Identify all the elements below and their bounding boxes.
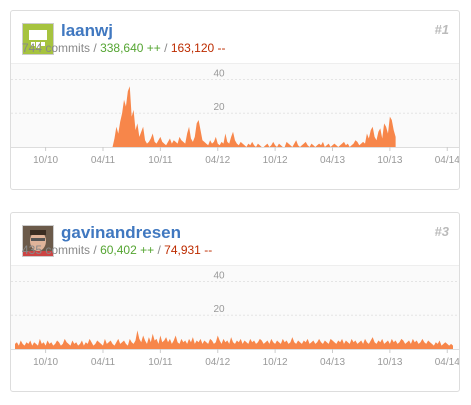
x-tick-label: 04/14 xyxy=(435,155,459,163)
stats: 435 commits / 60,402 ++ / 74,931 -- xyxy=(22,243,212,257)
username[interactable]: laanwj xyxy=(61,21,113,40)
separator: / xyxy=(164,41,168,55)
x-tick-label: 04/14 xyxy=(435,357,459,365)
deletions: 74,931 -- xyxy=(164,243,213,257)
x-tick-label: 04/13 xyxy=(320,357,345,365)
y-tick-label: 20 xyxy=(213,102,225,113)
contributor-card: laanwj 744 commits / 338,640 ++ / 163,12… xyxy=(10,10,460,190)
x-tick-label: 04/13 xyxy=(320,155,345,163)
separator: / xyxy=(157,243,161,257)
y-tick-label: 20 xyxy=(213,304,225,315)
separator: / xyxy=(93,243,97,257)
commits: 744 commits xyxy=(22,41,91,55)
chart: 20 40 10/10 04/11 10/11 04/12 10/12 04/13 10/13 0… xyxy=(11,63,459,163)
x-tick-label: 10/13 xyxy=(377,155,402,163)
additions: 338,640 ++ xyxy=(100,41,161,55)
avatar xyxy=(22,225,54,257)
x-tick-label: 04/11 xyxy=(91,155,116,163)
rank: #3 xyxy=(434,224,449,239)
x-tick-label: 10/10 xyxy=(33,155,58,163)
chart-background xyxy=(11,265,459,349)
deletions: 163,120 -- xyxy=(170,41,226,55)
x-tick-label: 04/11 xyxy=(91,357,116,365)
x-tick-label: 10/11 xyxy=(148,155,173,163)
x-tick-label: 10/11 xyxy=(148,357,173,365)
x-tick-label: 10/13 xyxy=(377,357,402,365)
separator: / xyxy=(93,41,97,55)
x-tick-label: 10/10 xyxy=(33,357,58,365)
x-tick-label: 10/12 xyxy=(263,155,288,163)
commits: 435 commits xyxy=(22,243,91,257)
x-tick-label: 04/12 xyxy=(205,357,230,365)
stats: 744 commits / 338,640 ++ / 163,120 -- xyxy=(22,41,226,55)
contributor-card: gavinandresen 435 commits / 60,402 ++ / … xyxy=(10,212,460,392)
x-tick-label: 10/12 xyxy=(263,357,288,365)
username[interactable]: gavinandresen xyxy=(61,223,181,242)
additions: 60,402 ++ xyxy=(100,243,155,257)
rank: #1 xyxy=(434,22,449,37)
area xyxy=(15,330,453,349)
avatar xyxy=(22,23,54,55)
chart: 20 40 10/10 04/11 10/11 04/12 10/12 04/13 10/13 0… xyxy=(11,265,459,365)
y-tick-label: 40 xyxy=(213,68,225,79)
y-tick-label: 40 xyxy=(213,270,225,281)
x-tick-label: 04/12 xyxy=(205,155,230,163)
